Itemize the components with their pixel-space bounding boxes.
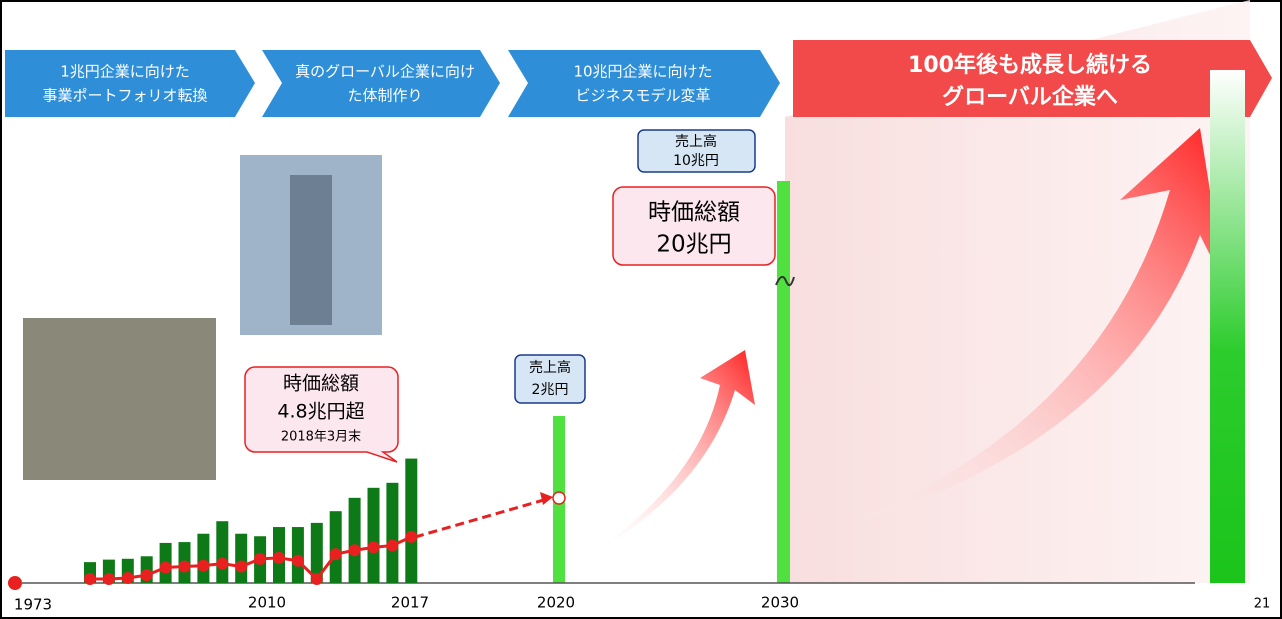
revenue-bar [368,488,380,583]
year-labels: 1973 2010 2017 2020 2030 [14,594,799,614]
callout-text: 4.8兆円超 [277,401,364,423]
revenue-bar [197,534,209,583]
goal-text: 100年後も成長し続ける [908,52,1152,78]
market-cap-dot [141,569,153,581]
callout-text: 10兆円 [673,153,719,169]
year-label: 2017 [391,594,429,612]
phase-text: 1兆円企業に向けた [60,63,190,81]
revenue-bar [216,521,228,583]
market-cap-dot [122,572,134,584]
market-cap-dot [368,541,380,553]
growth-arrow [590,350,755,555]
revenue-bar [386,483,398,583]
year-label: 2010 [248,594,286,612]
goal-text: グローバル企業へ [942,84,1118,110]
market-cap-dot [216,558,228,570]
building-photo [290,175,332,325]
market-cap-dot [405,531,417,543]
year-label: 2020 [537,594,575,612]
projection-head [540,492,553,505]
callout-text: 2018年3月末 [281,430,361,445]
callout-text: 時価総額 [648,200,740,226]
revenue-bar [349,498,361,583]
phase-arrow [5,50,255,117]
phase-arrow [508,50,780,117]
phase-text: た体制作り [347,87,422,105]
start-dot [8,576,22,590]
phase-text: 10兆円企業に向けた [573,63,712,81]
callout-text: 売上高 [675,133,717,150]
page-number: 21 [1254,597,1271,612]
market-cap-dot [349,544,361,556]
revenue-bar [330,511,342,583]
market-cap-dot [386,539,398,551]
revenue-bar [235,534,247,583]
market-cap-dot [311,573,323,585]
projection-dot [553,492,565,504]
market-cap-dot [197,560,209,572]
slide: 1兆円企業に向けた 事業ポートフォリオ転換 真のグローバル企業に向け た体制作り… [0,0,1282,619]
year-label: 1973 [14,596,52,614]
phase-text: 事業ポートフォリオ転換 [42,87,207,105]
market-cap-dot [330,548,342,560]
phase-text: 真のグローバル企業に向け [295,63,475,81]
market-cap-dot [179,561,191,573]
callout-text: 2兆円 [532,382,569,398]
founders-photo [23,318,216,480]
market-cap-dot [84,573,96,585]
market-cap-dot [292,555,304,567]
target-bar [777,181,790,583]
revenue-bar [405,459,417,583]
phase-text: ビジネスモデル変革 [575,87,710,105]
callout-text: 20兆円 [656,232,731,258]
phase-arrow [262,50,500,117]
projection-arrow [415,499,547,537]
market-cap-line [90,537,411,579]
market-cap-dot [273,552,285,564]
year-label: 2030 [761,594,799,612]
market-cap-dot [103,573,115,585]
market-cap-dot [235,561,247,573]
callout-text: 売上高 [529,359,571,376]
market-cap-dot [160,562,172,574]
callout-text: 時価総額 [283,373,359,395]
market-cap-dot [254,553,266,565]
future-bar [1210,70,1245,583]
